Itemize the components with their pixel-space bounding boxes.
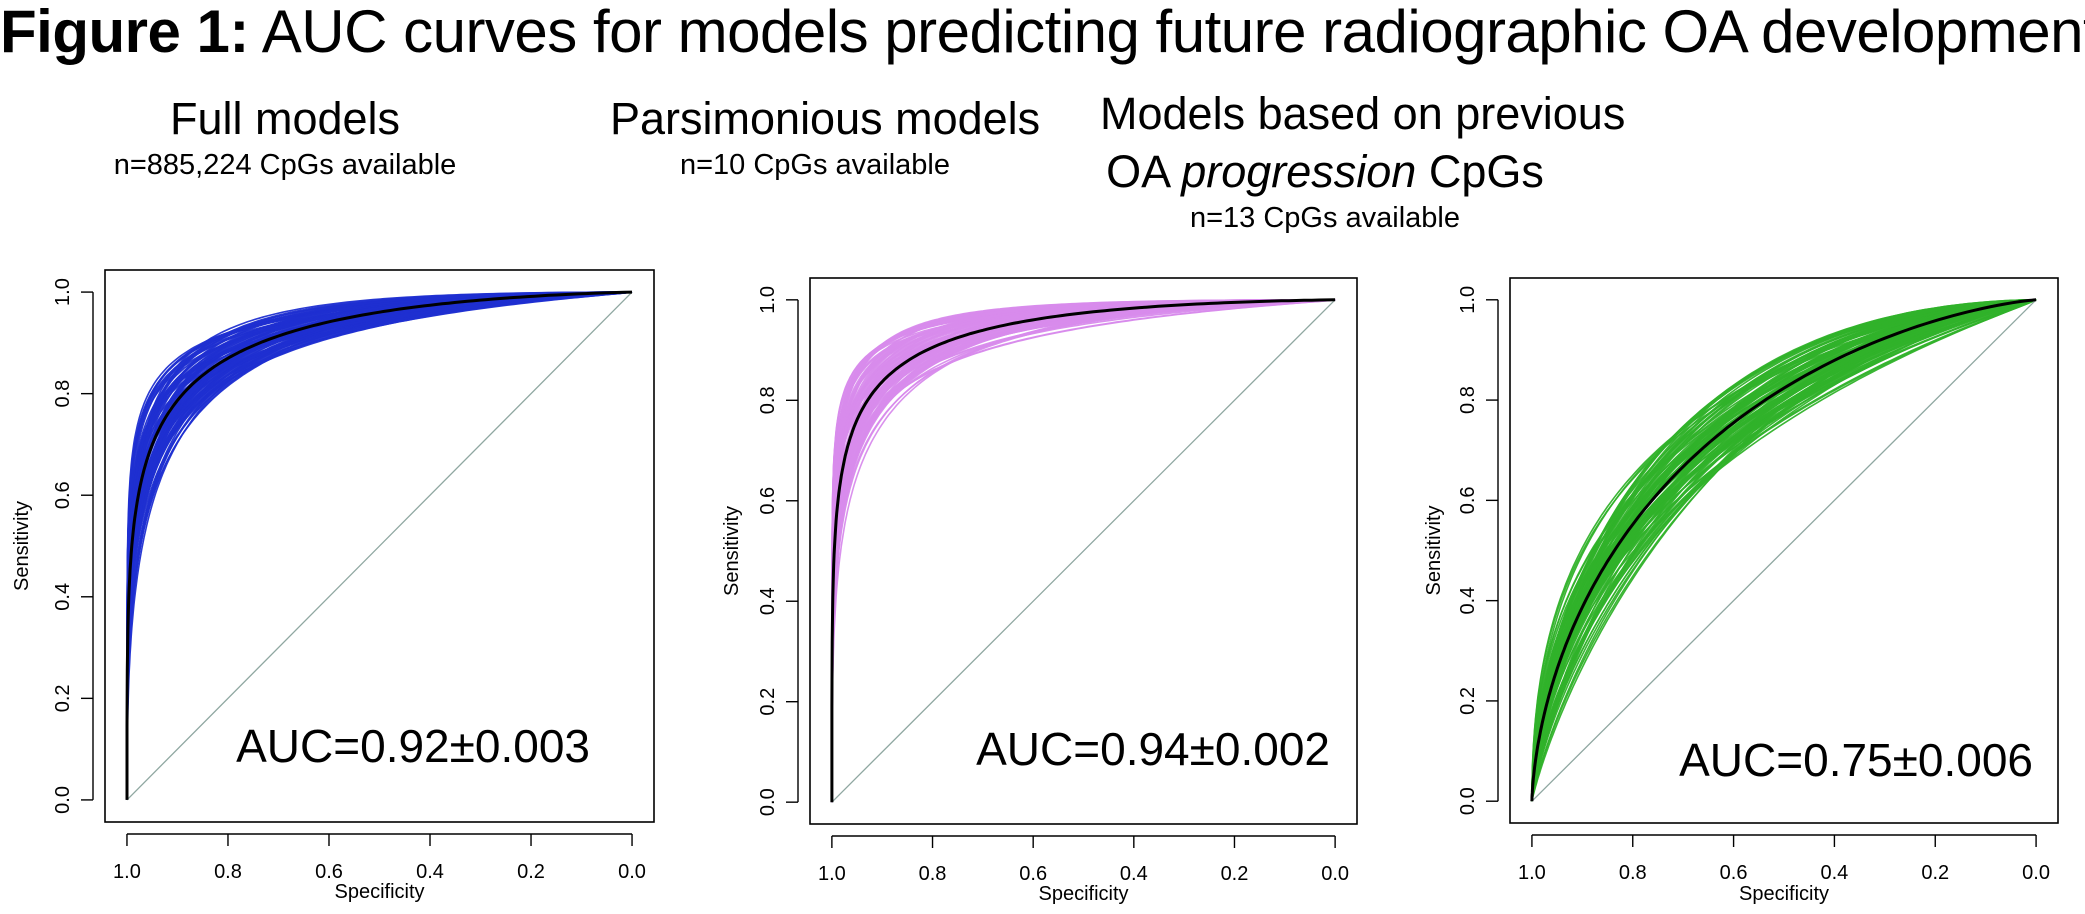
panel-1-x-tick-label: 0.8 bbox=[214, 861, 242, 883]
panel-3-roc-curve bbox=[1531, 299, 2037, 802]
panel-1-roc-curve bbox=[126, 291, 633, 800]
panel-3-roc-curve bbox=[1531, 299, 2037, 802]
panel-3-y-tick-label: 0.0 bbox=[1457, 787, 1479, 815]
panel-1-x-tick-label: 0.6 bbox=[315, 861, 343, 883]
panel-1-frame bbox=[104, 269, 655, 823]
panel-2-y-tick-label: 0.0 bbox=[757, 788, 779, 816]
figure-title: Figure 1: AUC curves for models predicti… bbox=[0, 0, 2085, 64]
panel-2-y-tick-label: 0.4 bbox=[757, 587, 779, 615]
panel-2-frame bbox=[809, 277, 1358, 825]
panel-2-x-tick-label: 0.4 bbox=[1120, 863, 1148, 885]
panel-3-x-tick-label: 1.0 bbox=[1518, 862, 1546, 884]
panel-1-header: Full models n=885,224 CpGs available bbox=[80, 90, 490, 182]
panel-1-chance-diagonal bbox=[126, 291, 633, 801]
panel-3-plot: 0.0 0.2 0.4 0.6 0.8 1.0 1.0 0.8 0.6 0.4 0.2 0.0 Spec… bbox=[1423, 277, 2059, 905]
panel-3-title-italic: progression bbox=[1181, 146, 1417, 197]
panel-2-y-tick-label: 0.8 bbox=[757, 386, 779, 414]
figure-label: Figure 1: bbox=[0, 0, 249, 65]
panel-2-y-tick-label: 0.6 bbox=[757, 487, 779, 515]
panel-1-title: Full models bbox=[169, 93, 401, 144]
panel-3-roc-curve bbox=[1531, 299, 2037, 802]
panel-3-y-tick-label: 0.2 bbox=[1457, 687, 1479, 715]
panel-3-y-tick-label: 1.0 bbox=[1457, 286, 1479, 314]
panel-2-y-axis-label: Sensitivity bbox=[721, 506, 743, 596]
panel-3-x-tick-label: 0.4 bbox=[1821, 862, 1849, 884]
panel-2-x-tick-label: 0.0 bbox=[1321, 863, 1349, 885]
panel-3-y-axis-label: Sensitivity bbox=[1423, 505, 1445, 595]
panel-2-x-axis-label: Specificity bbox=[1038, 883, 1128, 905]
panel-2-title: Parsimonious models bbox=[610, 93, 1041, 144]
panel-3-y-tick-label: 0.6 bbox=[1457, 486, 1479, 514]
panel-2-chance-diagonal bbox=[831, 299, 1336, 803]
panel-2-header: Parsimonious models n=10 CpGs available bbox=[610, 90, 1041, 182]
panel-3-x-tick-label: 0.2 bbox=[1921, 862, 1949, 884]
panel-1-plot: 0.0 0.2 0.4 0.6 0.8 1.0 1.0 0.8 0.6 0.4 0.2 0.0 Spec… bbox=[11, 269, 655, 903]
panel-3-chance-diagonal bbox=[1531, 299, 2037, 802]
panel-1-y-tick-label: 1.0 bbox=[52, 278, 74, 306]
panel-3-roc-curve bbox=[1531, 299, 2037, 802]
panel-1-x-tick-label: 1.0 bbox=[113, 861, 141, 883]
panel-1-mean-curve bbox=[125, 290, 633, 800]
panel-3-x-axis-label: Specificity bbox=[1739, 883, 1829, 905]
panel-2-subtitle: n=10 CpGs available bbox=[679, 149, 951, 181]
panel-3-y-tick-label: 0.8 bbox=[1457, 386, 1479, 414]
panel-2-resampled-curves bbox=[831, 299, 1336, 803]
panel-1-subtitle: n=885,224 CpGs available bbox=[113, 149, 457, 181]
panel-3-auc-annotation: AUC=0.75±0.006 bbox=[1679, 734, 2033, 786]
panel-2-x-tick-label: 1.0 bbox=[818, 863, 846, 885]
panel-3-roc-curve bbox=[1531, 299, 2037, 802]
panel-2-x-tick-label: 0.8 bbox=[919, 863, 947, 885]
panel-2-y-tick-label: 1.0 bbox=[757, 286, 779, 314]
panel-2-x-tick-label: 0.2 bbox=[1221, 863, 1249, 885]
panel-3-title-suffix: CpGs bbox=[1416, 146, 1544, 197]
panel-2-plot: 0.0 0.2 0.4 0.6 0.8 1.0 1.0 0.8 0.6 0.4 0.2 0.0 Spec… bbox=[721, 277, 1358, 905]
panel-3-x-tick-label: 0.8 bbox=[1619, 862, 1647, 884]
panel-1-y-tick-label: 0.2 bbox=[52, 684, 74, 712]
panel-3-mean-curve bbox=[1530, 298, 2037, 802]
panel-2-auc-annotation: AUC=0.94±0.002 bbox=[976, 723, 1330, 775]
panel-2-x-tick-label: 0.6 bbox=[1019, 863, 1047, 885]
panel-1-y-tick-label: 0.6 bbox=[52, 481, 74, 509]
panel-1-x-axis-label: Specificity bbox=[334, 881, 424, 903]
panel-1-y-tick-label: 0.0 bbox=[52, 786, 74, 814]
panel-2-y-tick-label: 0.2 bbox=[757, 688, 779, 716]
panel-2-mean-curve bbox=[830, 298, 1336, 803]
panel-3-header: Models based on previous OA progression … bbox=[1100, 85, 1626, 235]
panel-2-roc-curve bbox=[831, 299, 1336, 803]
panel-2-roc-curve bbox=[831, 299, 1336, 803]
figure-title-text: AUC curves for models predicting future … bbox=[261, 0, 2085, 65]
panel-2-roc-curve bbox=[831, 299, 1336, 803]
panel-1-y-tick-label: 0.8 bbox=[52, 380, 74, 408]
panel-1-auc-annotation: AUC=0.92±0.003 bbox=[236, 720, 590, 772]
panel-3-x-tick-label: 0.0 bbox=[2022, 862, 2050, 884]
panel-1-y-tick-label: 0.4 bbox=[52, 583, 74, 611]
panel-1-x-tick-label: 0.4 bbox=[416, 861, 444, 883]
panel-3-roc-curve bbox=[1531, 299, 2037, 802]
panel-3-frame bbox=[1509, 277, 2059, 824]
panel-3-title-line2: OA progression CpGs bbox=[1100, 143, 1550, 201]
panel-1-y-axis-label: Sensitivity bbox=[11, 501, 33, 591]
panel-3-y-tick-label: 0.4 bbox=[1457, 587, 1479, 615]
panel-3-subtitle: n=13 CpGs available bbox=[1189, 202, 1461, 234]
panel-3-x-tick-label: 0.6 bbox=[1720, 862, 1748, 884]
panel-2-roc-curve bbox=[831, 299, 1336, 803]
panel-3-title: Models based on previous bbox=[1100, 88, 1626, 139]
panel-3-title-prefix: OA bbox=[1106, 146, 1182, 197]
panel-1-x-tick-label: 0.0 bbox=[618, 861, 646, 883]
panel-3-roc-curve bbox=[1531, 299, 2037, 802]
panel-1-x-tick-label: 0.2 bbox=[517, 861, 545, 883]
